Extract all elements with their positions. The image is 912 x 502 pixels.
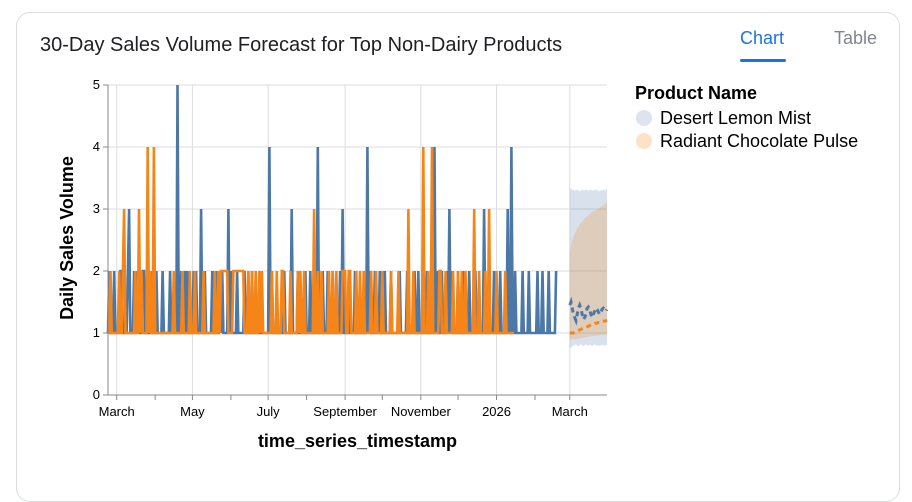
x-tick-label: 2026 (482, 404, 511, 419)
y-tick-label: 3 (93, 201, 100, 216)
axes: 0 1 2 3 4 5 March May July September November 2026 M… (57, 77, 607, 451)
forecast-band-0 (569, 187, 607, 349)
x-axis-title: time_series_timestamp (258, 431, 457, 451)
tab-table[interactable]: Table (834, 28, 878, 48)
x-tick-label: March (99, 404, 135, 419)
legend-swatch-0 (636, 110, 652, 126)
legend-label-0: Desert Lemon Mist (660, 108, 811, 128)
y-tick-label: 1 (93, 325, 100, 340)
y-tick-label: 4 (93, 139, 100, 154)
legend: Product Name Desert Lemon Mist Radiant Cho… (635, 83, 858, 151)
y-tick-label: 0 (93, 387, 100, 402)
x-tick-label: March (552, 404, 588, 419)
x-tick-label: May (180, 404, 205, 419)
legend-label-1: Radiant Chocolate Pulse (660, 131, 858, 151)
y-tick-label: 5 (93, 77, 100, 92)
x-tick-label: September (313, 404, 377, 419)
series-line-1 (107, 146, 514, 335)
y-tick-label: 2 (93, 263, 100, 278)
gridlines (108, 84, 607, 396)
series-lines (106, 84, 609, 335)
x-tick-label: November (391, 404, 452, 419)
y-axis-title: Daily Sales Volume (57, 156, 77, 320)
x-tick-label: July (257, 404, 281, 419)
chart-card (16, 12, 900, 502)
chart-title: 30-Day Sales Volume Forecast for Top Non… (40, 34, 563, 56)
forecast-line-1 (569, 318, 608, 335)
legend-swatch-1 (636, 133, 652, 149)
active-tab-indicator (740, 59, 786, 62)
legend-title: Product Name (635, 83, 757, 103)
forecast-line-0 (568, 296, 609, 326)
tab-chart[interactable]: Chart (740, 28, 785, 48)
forecast-intervals (569, 187, 607, 349)
